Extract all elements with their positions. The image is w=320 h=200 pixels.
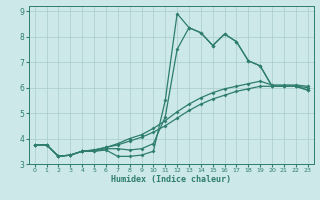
X-axis label: Humidex (Indice chaleur): Humidex (Indice chaleur) (111, 175, 231, 184)
